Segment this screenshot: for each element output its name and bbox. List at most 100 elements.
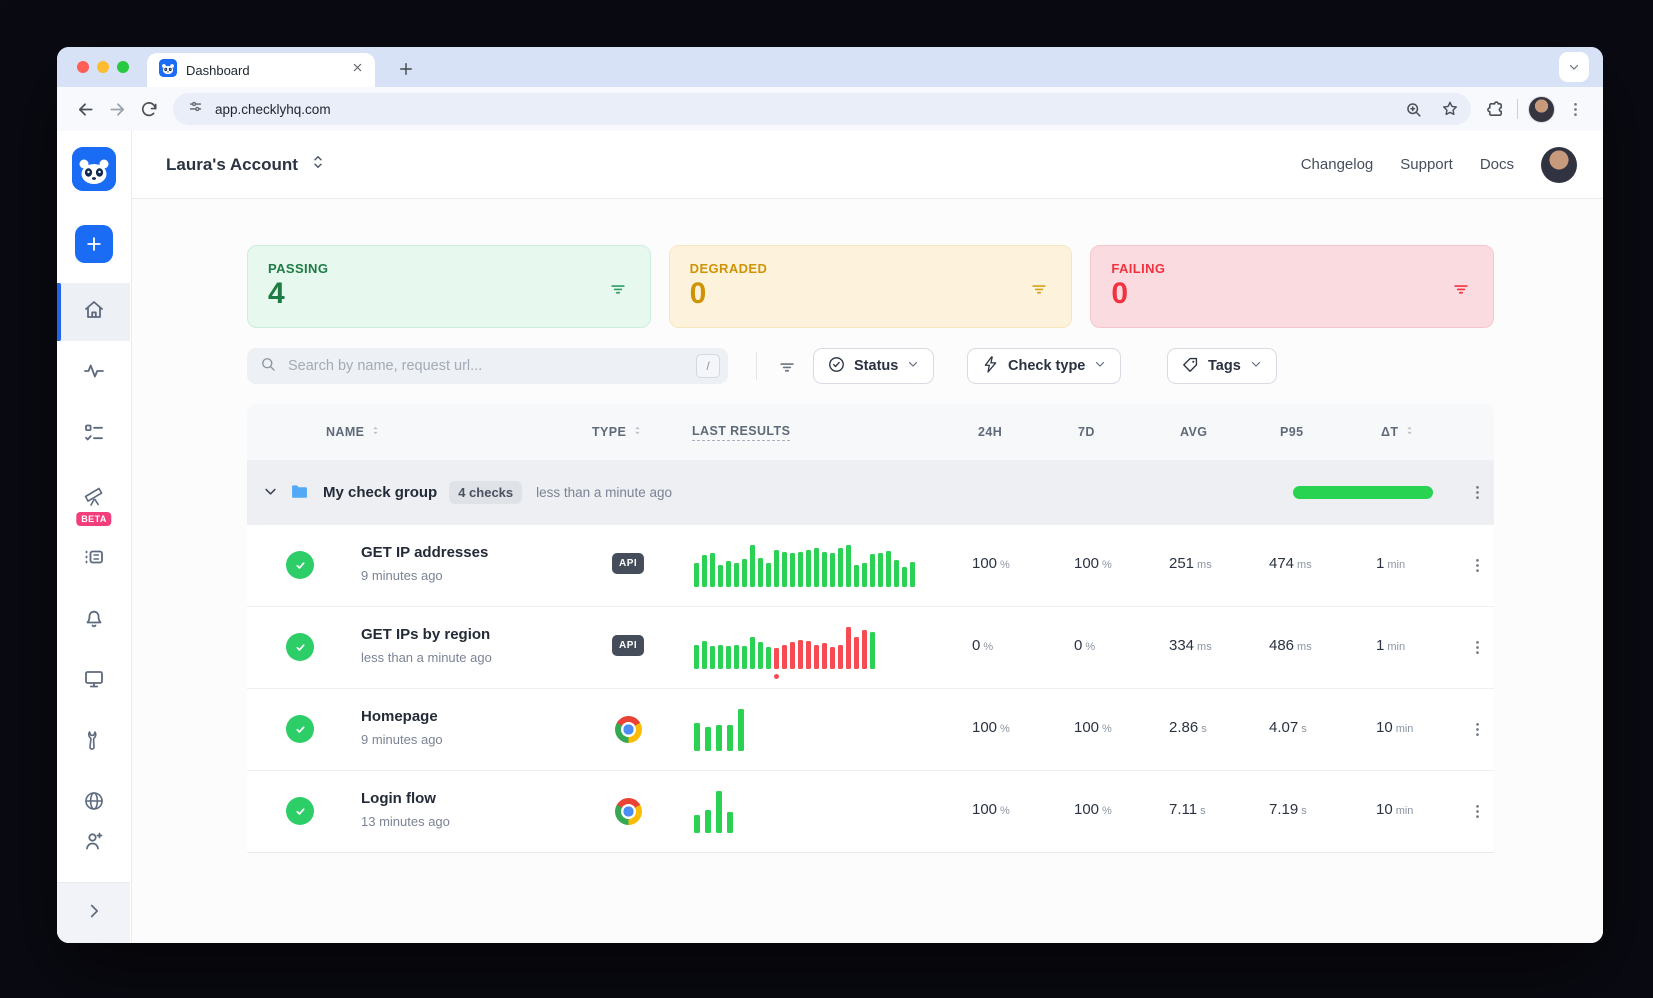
maximize-window-button[interactable] bbox=[117, 61, 129, 73]
user-avatar[interactable] bbox=[1541, 146, 1577, 183]
filter-button-status[interactable]: Status bbox=[813, 348, 935, 384]
tag-icon bbox=[1181, 355, 1200, 378]
result-bar bbox=[830, 553, 835, 587]
bookmark-star-icon[interactable] bbox=[1437, 96, 1463, 122]
sort-icon bbox=[1403, 424, 1416, 440]
result-bar bbox=[726, 561, 731, 587]
filter-lines-icon[interactable] bbox=[1451, 279, 1471, 304]
sidebar-item-maintenance[interactable] bbox=[57, 535, 130, 583]
column-label: 7D bbox=[1078, 425, 1095, 439]
create-button[interactable] bbox=[75, 225, 113, 263]
group-expand-chevron-icon[interactable] bbox=[261, 482, 280, 506]
group-menu-icon[interactable] bbox=[1465, 480, 1489, 504]
app-header: Laura's Account Changelog Support Docs bbox=[132, 131, 1603, 199]
close-window-button[interactable] bbox=[77, 61, 89, 73]
address-bar[interactable]: app.checklyhq.com bbox=[173, 93, 1471, 125]
metric-d7: 100% bbox=[1074, 555, 1112, 572]
sidebar-item-monitoring[interactable] bbox=[57, 349, 130, 397]
reload-button[interactable] bbox=[133, 93, 165, 125]
metric-p95: 474 ms bbox=[1269, 555, 1312, 572]
browser-tab[interactable]: Dashboard bbox=[147, 53, 375, 87]
check-updated: less than a minute ago bbox=[361, 650, 492, 665]
dashboard-content: PASSING 4 DEGRADED 0 FAILING 0 / St bbox=[132, 199, 1603, 943]
check-name[interactable]: GET IP addresses bbox=[361, 544, 489, 561]
sidebar-item-checks[interactable] bbox=[57, 411, 130, 459]
row-menu-icon[interactable] bbox=[1465, 799, 1489, 823]
checkly-logo[interactable] bbox=[72, 147, 116, 191]
header-link-changelog[interactable]: Changelog bbox=[1300, 156, 1374, 173]
minimize-window-button[interactable] bbox=[97, 61, 109, 73]
result-bar bbox=[854, 637, 859, 669]
result-bar bbox=[846, 545, 851, 587]
check-row[interactable]: Login flow 13 minutes ago 100% 100% 7.11… bbox=[247, 770, 1494, 853]
folder-icon bbox=[289, 481, 310, 507]
sidebar-expand-button[interactable] bbox=[57, 882, 130, 943]
extensions-icon[interactable] bbox=[1479, 93, 1511, 125]
passing-status-icon bbox=[286, 633, 314, 661]
group-check-count-badge: 4 checks bbox=[449, 480, 523, 504]
sidebar-item-locations[interactable] bbox=[57, 779, 130, 827]
new-tab-button[interactable] bbox=[393, 56, 419, 82]
wrench-icon bbox=[82, 728, 106, 757]
result-bar bbox=[766, 563, 771, 587]
result-bar bbox=[790, 642, 795, 669]
sidebar-item-dashboards[interactable] bbox=[57, 657, 130, 705]
summary-card-failing[interactable]: FAILING 0 bbox=[1090, 245, 1495, 328]
metric-h24: 100% bbox=[972, 555, 1010, 572]
result-bar bbox=[750, 545, 755, 587]
column-header-δt[interactable]: ΔT bbox=[1381, 404, 1416, 460]
metric-dt: 10 min bbox=[1376, 719, 1414, 736]
check-name[interactable]: GET IPs by region bbox=[361, 626, 491, 643]
column-label: NAME bbox=[326, 425, 365, 439]
filter-button-tags[interactable]: Tags bbox=[1167, 348, 1277, 384]
account-switcher[interactable]: Laura's Account bbox=[166, 153, 327, 176]
sidebar-item-alerts[interactable] bbox=[57, 596, 130, 644]
back-button[interactable] bbox=[69, 93, 101, 125]
filter-lines-icon[interactable] bbox=[608, 279, 628, 304]
last-results-chart bbox=[694, 543, 915, 587]
browser-menu-icon[interactable] bbox=[1559, 93, 1591, 125]
result-bar bbox=[846, 627, 851, 669]
card-value: 0 bbox=[689, 277, 707, 310]
site-settings-icon[interactable] bbox=[187, 98, 204, 120]
filter-lines-icon[interactable] bbox=[1029, 279, 1049, 304]
column-header-type[interactable]: TYPE bbox=[592, 404, 644, 460]
result-bar bbox=[782, 552, 787, 587]
summary-card-passing[interactable]: PASSING 4 bbox=[247, 245, 651, 328]
metric-dt: 10 min bbox=[1376, 801, 1414, 818]
api-type-badge: API bbox=[612, 553, 645, 574]
summary-card-degraded[interactable]: DEGRADED 0 bbox=[668, 245, 1073, 328]
tab-close-icon[interactable] bbox=[350, 60, 365, 80]
row-menu-icon[interactable] bbox=[1465, 553, 1489, 577]
check-group-row[interactable]: My check group 4 checks less than a minu… bbox=[247, 460, 1494, 524]
column-header-name[interactable]: NAME bbox=[326, 404, 382, 460]
sidebar-item-explore[interactable] bbox=[57, 473, 130, 521]
filter-button-check-type[interactable]: Check type bbox=[967, 348, 1122, 384]
check-row[interactable]: Homepage 9 minutes ago 100% 100% 2.86 s 4… bbox=[247, 688, 1494, 770]
header-link-support[interactable]: Support bbox=[1400, 156, 1453, 173]
sidebar-item-invite[interactable] bbox=[57, 819, 130, 867]
check-name[interactable]: Login flow bbox=[361, 790, 436, 807]
check-updated: 13 minutes ago bbox=[361, 814, 450, 829]
check-row[interactable]: GET IP addresses 9 minutes ago API 100% … bbox=[247, 524, 1494, 606]
row-menu-icon[interactable] bbox=[1465, 717, 1489, 741]
check-updated: 9 minutes ago bbox=[361, 568, 443, 583]
search-input[interactable] bbox=[286, 357, 687, 375]
result-bar bbox=[710, 553, 715, 587]
check-row[interactable]: GET IPs by region less than a minute ago… bbox=[247, 606, 1494, 688]
zoom-icon[interactable] bbox=[1400, 96, 1426, 122]
passing-status-icon bbox=[286, 715, 314, 743]
row-menu-icon[interactable] bbox=[1465, 635, 1489, 659]
sidebar-item-settings[interactable] bbox=[57, 718, 130, 766]
check-name[interactable]: Homepage bbox=[361, 708, 438, 725]
header-link-docs[interactable]: Docs bbox=[1479, 156, 1514, 173]
forward-button[interactable] bbox=[101, 93, 133, 125]
metric-avg: 7.11 s bbox=[1169, 801, 1206, 818]
sidebar-item-home[interactable] bbox=[57, 288, 130, 336]
tab-search-chevron-button[interactable] bbox=[1559, 52, 1589, 82]
result-bar bbox=[694, 645, 699, 669]
result-bar bbox=[862, 563, 867, 587]
browser-profile-avatar[interactable] bbox=[1528, 95, 1555, 123]
result-bar bbox=[694, 563, 699, 587]
filter-lines-icon[interactable] bbox=[777, 357, 797, 382]
